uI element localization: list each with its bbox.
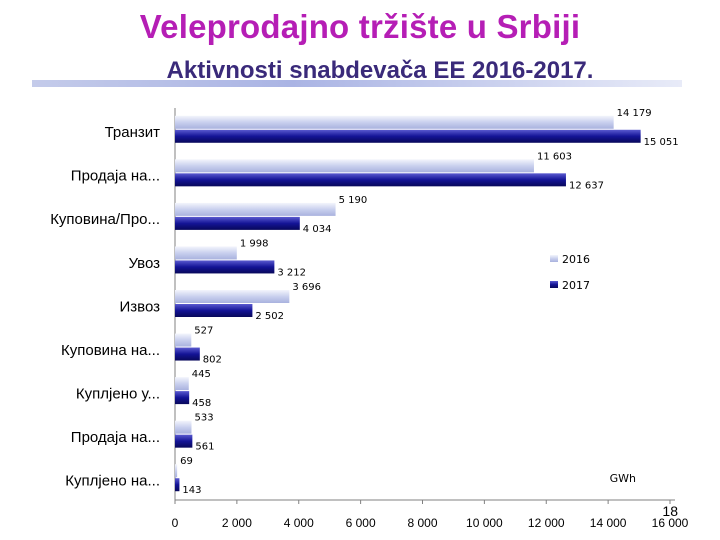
bar-2017 bbox=[175, 347, 200, 361]
x-tick-label: 2 000 bbox=[222, 516, 252, 530]
data-label-2017: 2 502 bbox=[255, 311, 284, 322]
bar-2016 bbox=[175, 115, 614, 129]
category-label: Увоз bbox=[128, 255, 160, 272]
bar-2016 bbox=[175, 464, 178, 478]
category-label: Продаја на... bbox=[71, 429, 160, 446]
category-label: Куповина/Про... bbox=[50, 211, 160, 228]
data-label-2016: 14 179 bbox=[617, 108, 652, 119]
bar-2017 bbox=[175, 304, 253, 317]
data-label-2016: 11 603 bbox=[537, 151, 572, 162]
bar-2017 bbox=[175, 173, 566, 187]
title-underline bbox=[32, 80, 682, 87]
bar-2017 bbox=[175, 391, 190, 405]
legend-label-2016: 2016 bbox=[562, 253, 590, 266]
data-label-2017: 4 034 bbox=[303, 224, 332, 235]
bar-2016 bbox=[175, 377, 189, 391]
bar-2017 bbox=[175, 216, 300, 230]
bar-2016 bbox=[175, 333, 192, 347]
data-label-2016: 5 190 bbox=[339, 195, 368, 206]
legend-swatch-2016 bbox=[550, 255, 558, 262]
bar-2017 bbox=[175, 434, 193, 448]
x-tick-label: 0 bbox=[172, 516, 179, 530]
data-label-2016: 1 998 bbox=[240, 238, 269, 249]
bar-2016 bbox=[175, 202, 336, 216]
x-tick-label: 16 000 bbox=[652, 516, 689, 530]
slide-subtitle: Aktivnosti snabdevača EE 2016-2017. bbox=[166, 57, 594, 84]
x-tick-label: 4 000 bbox=[284, 516, 314, 530]
bar-2017 bbox=[175, 478, 180, 492]
data-label-2017: 458 bbox=[192, 398, 211, 409]
x-tick-label: 12 000 bbox=[528, 516, 565, 530]
data-label-2016: 445 bbox=[192, 369, 211, 380]
legend-label-2017: 2017 bbox=[562, 279, 590, 292]
data-label-2016: 3 696 bbox=[292, 282, 321, 293]
bar-2017 bbox=[175, 129, 641, 143]
slide-title: Veleprodajno tržište u Srbiji bbox=[139, 8, 581, 45]
category-label: Куплјено у... bbox=[76, 385, 160, 402]
unit-label: GWh bbox=[610, 472, 636, 485]
legend-swatch-2017 bbox=[550, 281, 558, 288]
bar-2016 bbox=[175, 246, 237, 260]
data-label-2016: 69 bbox=[180, 456, 193, 467]
x-tick-label: 6 000 bbox=[346, 516, 376, 530]
data-label-2017: 802 bbox=[203, 355, 222, 366]
x-tick-label: 10 000 bbox=[466, 516, 503, 530]
bar-2016 bbox=[175, 420, 192, 434]
category-label: Куплјено на... bbox=[65, 473, 160, 490]
bar-2017 bbox=[175, 260, 275, 274]
data-label-2017: 561 bbox=[195, 442, 214, 453]
data-label-2016: 527 bbox=[194, 326, 213, 337]
x-tick-label: 8 000 bbox=[407, 516, 437, 530]
category-label: Извоз bbox=[119, 298, 160, 315]
category-label: Продаја на... bbox=[71, 168, 160, 185]
category-label: Транзит bbox=[105, 124, 161, 141]
category-label: Куповина на... bbox=[61, 342, 160, 359]
page-number: 18 bbox=[662, 503, 678, 519]
data-label-2017: 12 637 bbox=[569, 180, 604, 191]
data-label-2016: 533 bbox=[194, 413, 213, 424]
bar-2016 bbox=[175, 290, 290, 303]
x-tick-label: 14 000 bbox=[590, 516, 627, 530]
data-label-2017: 15 051 bbox=[644, 137, 679, 148]
data-label-2017: 143 bbox=[182, 485, 201, 496]
data-label-2017: 3 212 bbox=[277, 267, 306, 278]
bar-2016 bbox=[175, 159, 534, 173]
